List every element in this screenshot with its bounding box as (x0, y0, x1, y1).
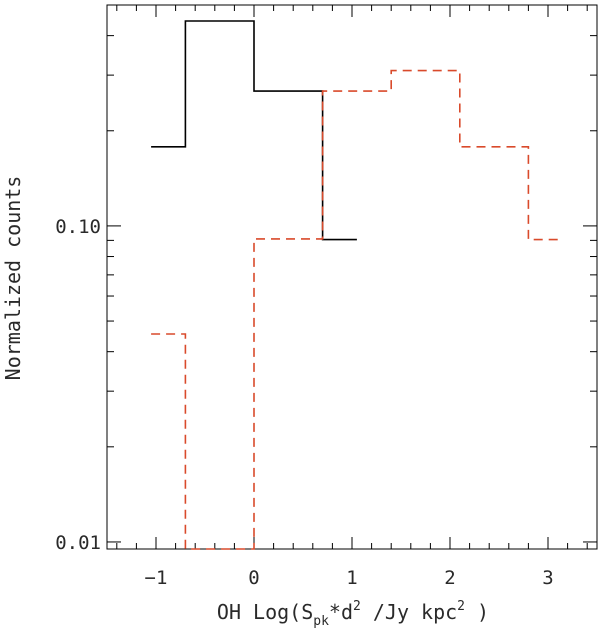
x-axis-title-superscript-2: 2 (457, 599, 465, 614)
histogram-series-solid (151, 20, 357, 241)
x-tick-label: 3 (542, 567, 553, 589)
x-tick-label: −1 (145, 567, 168, 589)
histogram-series-dashed (151, 69, 563, 550)
x-tick-label: 0 (248, 567, 259, 589)
y-axis-title: Normalized counts (1, 176, 25, 381)
x-tick-label: 2 (444, 567, 455, 589)
y-tick-label: 0.10 (55, 216, 101, 238)
x-axis-title-mid-2: /Jy kpc (361, 600, 457, 624)
x-axis-title-mid: *d (329, 600, 353, 624)
plot-frame (106, 4, 598, 550)
x-axis-title-prefix: OH Log(S (217, 600, 313, 624)
y-tick-label: 0.01 (55, 532, 101, 554)
x-axis-title-suffix: ) (465, 600, 489, 624)
x-axis-title-superscript-1: 2 (353, 599, 361, 614)
x-axis-title-subscript: pk (313, 614, 329, 629)
x-axis-title: OH Log(Spk*d2 /Jy kpc2 ) (217, 599, 489, 629)
x-tick-label: 1 (346, 567, 357, 589)
